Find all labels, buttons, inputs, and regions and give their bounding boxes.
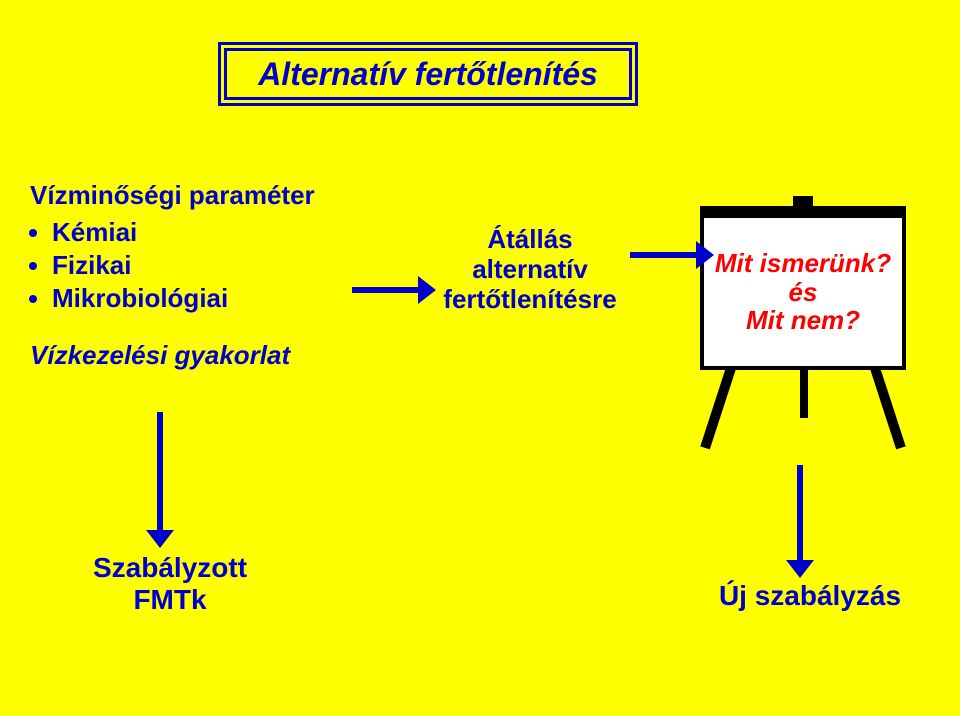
easel-line: és xyxy=(710,278,896,307)
bottom-right-text: Új szabályzás xyxy=(719,580,901,611)
arrow-left-down xyxy=(157,412,163,530)
slide: Alternatív fertőtlenítés Vízminőségi par… xyxy=(0,0,960,716)
bottom-left-label: Szabályzott FMTk xyxy=(70,552,270,616)
bullet-item: Kémiai xyxy=(52,217,360,248)
easel-canvas: Mit ismerünk? és Mit nem? xyxy=(700,214,906,370)
easel-leg-center xyxy=(800,368,808,418)
center-line: fertőtlenítésre xyxy=(420,285,640,315)
arrow-right-down xyxy=(797,465,803,560)
bottom-left-line: Szabályzott xyxy=(70,552,270,584)
center-line: alternatív xyxy=(420,255,640,285)
easel-line: Mit ismerünk? xyxy=(710,249,896,278)
bullet-item: Fizikai xyxy=(52,250,360,281)
easel-top-bump xyxy=(793,196,813,206)
easel-leg-left xyxy=(700,366,735,449)
title-inner-box: Alternatív fertőtlenítés xyxy=(224,48,632,100)
bullets-list: Kémiai Fizikai Mikrobiológiai xyxy=(30,217,360,314)
bullet-item: Mikrobiológiai xyxy=(52,283,360,314)
title-text: Alternatív fertőtlenítés xyxy=(258,56,598,93)
center-text-block: Átállás alternatív fertőtlenítésre xyxy=(420,225,640,315)
bottom-right-label: Új szabályzás xyxy=(700,580,920,612)
arrow-to-center xyxy=(352,287,418,293)
arrow-right-down-head xyxy=(786,560,814,578)
arrow-left-down-head xyxy=(146,530,174,548)
arrow-to-easel xyxy=(630,252,696,258)
center-line: Átállás xyxy=(420,225,640,255)
arrow-to-center-head xyxy=(418,276,436,304)
easel-leg-right xyxy=(870,366,905,449)
arrow-to-easel-head xyxy=(696,241,714,269)
practice-text: Vízkezelési gyakorlat xyxy=(30,340,360,371)
easel-line: Mit nem? xyxy=(710,306,896,335)
bullets-heading: Vízminőségi paraméter xyxy=(30,180,360,211)
bullets-block: Vízminőségi paraméter Kémiai Fizikai Mik… xyxy=(30,180,360,397)
bottom-left-line: FMTk xyxy=(70,584,270,616)
